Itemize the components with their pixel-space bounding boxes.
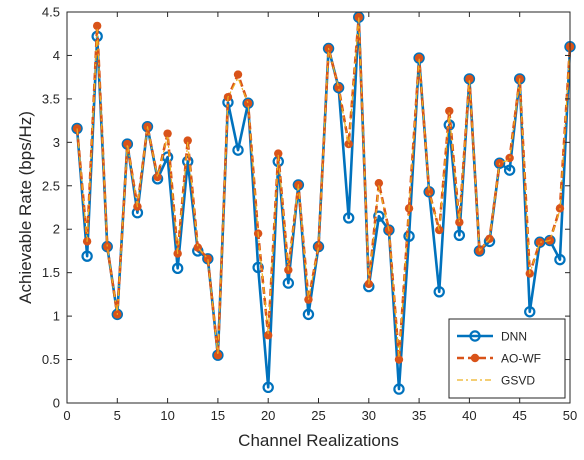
data-point-dnn — [262, 381, 274, 394]
x-tick-label: 20 — [261, 408, 275, 423]
x-tick-label: 25 — [311, 408, 325, 423]
data-point-ao-wf — [264, 331, 273, 340]
data-point-dnn — [232, 144, 244, 156]
series-line-gsvd — [76, 16, 571, 359]
data-point-ao-wf — [445, 106, 454, 116]
data-point-ao-wf — [465, 74, 474, 84]
data-point-ao-wf — [314, 242, 323, 251]
data-point-dnn — [81, 250, 93, 262]
data-point-dnn — [182, 155, 194, 168]
x-axis: 0 5 10 15 20 25 30 35 40 45 50 — [63, 12, 577, 423]
legend-label-ao-wf: AO-WF — [501, 352, 541, 366]
data-point-ao-wf — [354, 13, 363, 22]
data-point-ao-wf — [243, 99, 253, 108]
data-point-ao-wf — [274, 149, 283, 158]
y-tick-label: 2 — [53, 222, 60, 237]
data-point-ao-wf — [103, 242, 112, 251]
legend-marker-dnn — [469, 330, 481, 342]
data-point-ao-wf — [535, 238, 545, 247]
x-tick-label: 5 — [114, 408, 121, 423]
y-tick-label: 4.5 — [42, 5, 60, 20]
data-point-ao-wf — [414, 53, 424, 63]
y-tick-label: 1.5 — [42, 265, 60, 280]
series-gsvd — [76, 16, 571, 359]
data-point-ao-wf — [233, 70, 243, 79]
data-point-dnn — [453, 229, 466, 242]
data-point-dnn — [302, 308, 315, 321]
y-tick-label: 4 — [53, 48, 60, 63]
data-point-dnn — [373, 210, 385, 222]
y-tick-label: 0.5 — [42, 352, 60, 367]
data-point-ao-wf — [374, 178, 384, 188]
data-point-ao-wf — [304, 295, 313, 304]
y-tick-label: 3 — [53, 135, 60, 150]
y-tick-label: 0 — [53, 396, 60, 411]
x-tick-label: 10 — [160, 408, 174, 423]
x-tick-label: 45 — [512, 408, 526, 423]
x-tick-label: 50 — [563, 408, 577, 423]
data-point-ao-wf — [394, 355, 404, 364]
data-point-dnn — [403, 230, 415, 242]
data-point-ao-wf — [123, 139, 132, 149]
x-tick-label: 35 — [412, 408, 426, 423]
data-point-ao-wf — [153, 172, 162, 182]
data-point-ao-wf — [183, 136, 192, 145]
data-point-ao-wf — [163, 129, 172, 138]
y-tick-label: 1 — [53, 309, 60, 324]
y-tick-label: 3.5 — [42, 91, 60, 106]
data-point-dnn — [393, 383, 405, 395]
x-tick-label: 0 — [63, 408, 70, 423]
data-point-ao-wf — [455, 218, 464, 227]
y-tick-label: 2.5 — [42, 178, 60, 193]
data-point-dnn — [282, 277, 295, 289]
data-point-dnn — [493, 157, 506, 169]
data-point-ao-wf — [424, 187, 434, 197]
legend-label-gsvd: GSVD — [501, 374, 535, 388]
data-point-ao-wf — [92, 21, 102, 31]
x-tick-label: 30 — [362, 408, 376, 423]
data-point-dnn — [342, 212, 355, 224]
x-tick-label: 40 — [462, 408, 476, 423]
data-point-dnn — [433, 286, 445, 298]
data-point-dnn — [171, 262, 184, 275]
data-point-dnn — [544, 234, 556, 247]
y-axis: 0 0.5 1 1.5 2 2.5 3 3.5 4 4.5 — [42, 5, 570, 411]
series-layer — [71, 11, 576, 395]
y-axis-title: Achievable Rate (bps/Hz) — [16, 111, 35, 304]
x-axis-title: Channel Realizations — [238, 431, 399, 450]
data-point-dnn — [554, 253, 566, 266]
data-point-dnn — [503, 164, 516, 176]
data-point-ao-wf — [213, 351, 223, 360]
data-point-ao-wf — [334, 83, 343, 92]
x-tick-label: 15 — [211, 408, 225, 423]
legend: DNN AO-WF GSVD — [448, 318, 566, 399]
legend-marker-ao-wf — [470, 353, 480, 363]
legend-label-dnn: DNN — [501, 330, 527, 344]
data-point-dnn — [524, 306, 536, 318]
